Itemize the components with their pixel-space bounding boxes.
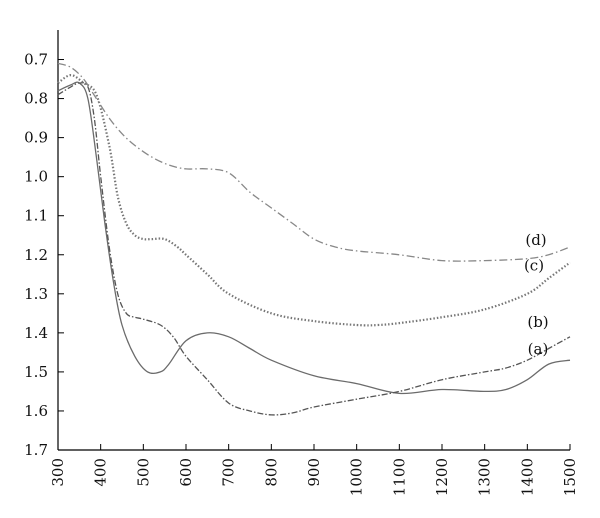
series-label-d: (d) [525,231,546,249]
y-tick-label: 1.3 [24,285,48,303]
y-tick-label: 1.2 [24,246,48,264]
series-labels: (a) (b) (c) (d) [524,231,549,358]
series-line-d [57,62,571,262]
x-tick-label: 800 [262,458,280,487]
x-tick-label: 1000 [348,458,366,496]
y-tick-label: 1.5 [24,363,48,381]
x-tick-label: 300 [49,458,67,487]
x-tick-label: 600 [177,458,195,487]
y-tick-label: 1.7 [24,441,48,459]
x-tick-label: 1500 [561,458,579,496]
y-tick-label: 1.6 [24,402,48,420]
x-tick-label: 700 [220,458,238,487]
x-tick-label: 1200 [433,458,451,496]
x-tick-label: 1100 [390,458,408,496]
y-tick-label: 0.9 [24,129,48,147]
series-label-a: (a) [528,340,549,358]
series-layer [57,62,571,416]
y-tick-label: 0.7 [24,51,48,69]
series-line-a [57,81,571,395]
series-label-b: (b) [527,313,548,331]
y-tick-label: 1.4 [24,324,48,342]
x-tick-label: 900 [305,458,323,487]
series-line-c [57,73,571,327]
y-tick-label: 1.0 [24,168,48,186]
x-tick-label: 400 [92,458,110,487]
series-label-c: (c) [524,257,544,275]
y-tick-label: 0.8 [24,90,48,108]
y-tick-label: 1.1 [24,207,48,225]
series-line-b [57,82,571,416]
x-tick-label: 1400 [518,458,536,496]
x-tick-label: 1300 [476,458,494,496]
x-tick-label: 500 [134,458,152,487]
